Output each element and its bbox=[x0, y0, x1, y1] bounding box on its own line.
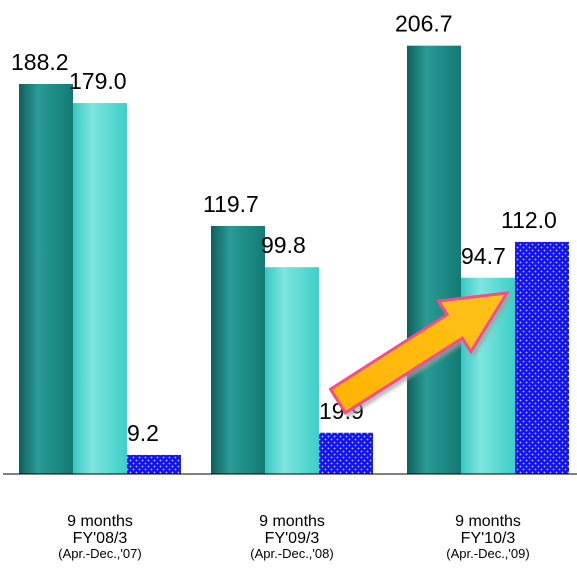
category-label-line2-2: FY'09/3 bbox=[265, 530, 320, 547]
category-label-line3-1: (Apr.-Dec.,'07) bbox=[58, 546, 141, 561]
value-label-series1-1: 188.2 bbox=[11, 49, 69, 75]
value-label-series2-2: 99.8 bbox=[261, 232, 306, 258]
bars-layer bbox=[19, 45, 569, 475]
value-label-series2-1: 179.0 bbox=[69, 68, 127, 94]
category-label-line2-3: FY'10/3 bbox=[461, 530, 516, 547]
value-label-series1-3: 206.7 bbox=[395, 11, 453, 37]
bar-series1-3 bbox=[407, 45, 461, 475]
category-label-line2-1: FY'08/3 bbox=[73, 530, 128, 547]
category-label-line1-1: 9 months bbox=[67, 513, 133, 530]
bar-series2-2 bbox=[265, 267, 319, 474]
bar-series3-3 bbox=[515, 241, 569, 474]
category-label-line1-2: 9 months bbox=[259, 513, 325, 530]
growth-arrow-annotation bbox=[328, 291, 510, 415]
value-label-series1-2: 119.7 bbox=[203, 191, 259, 217]
category-label-line3-3: (Apr.-Dec.,'09) bbox=[446, 546, 529, 561]
value-label-series3-1: 9.2 bbox=[127, 420, 159, 446]
category-label-line3-2: (Apr.-Dec.,'08) bbox=[250, 546, 333, 561]
category-label-line1-3: 9 months bbox=[455, 513, 521, 530]
bar-series3-1 bbox=[127, 454, 181, 474]
value-label-series2-3: 94.7 bbox=[461, 243, 506, 269]
bar-series1-1 bbox=[19, 84, 73, 474]
bar-series1-2 bbox=[211, 225, 265, 474]
growth-arrow bbox=[328, 291, 510, 415]
bar-series2-1 bbox=[73, 103, 127, 475]
value-label-series3-3: 112.0 bbox=[501, 207, 557, 233]
bar-series3-2 bbox=[319, 432, 373, 474]
